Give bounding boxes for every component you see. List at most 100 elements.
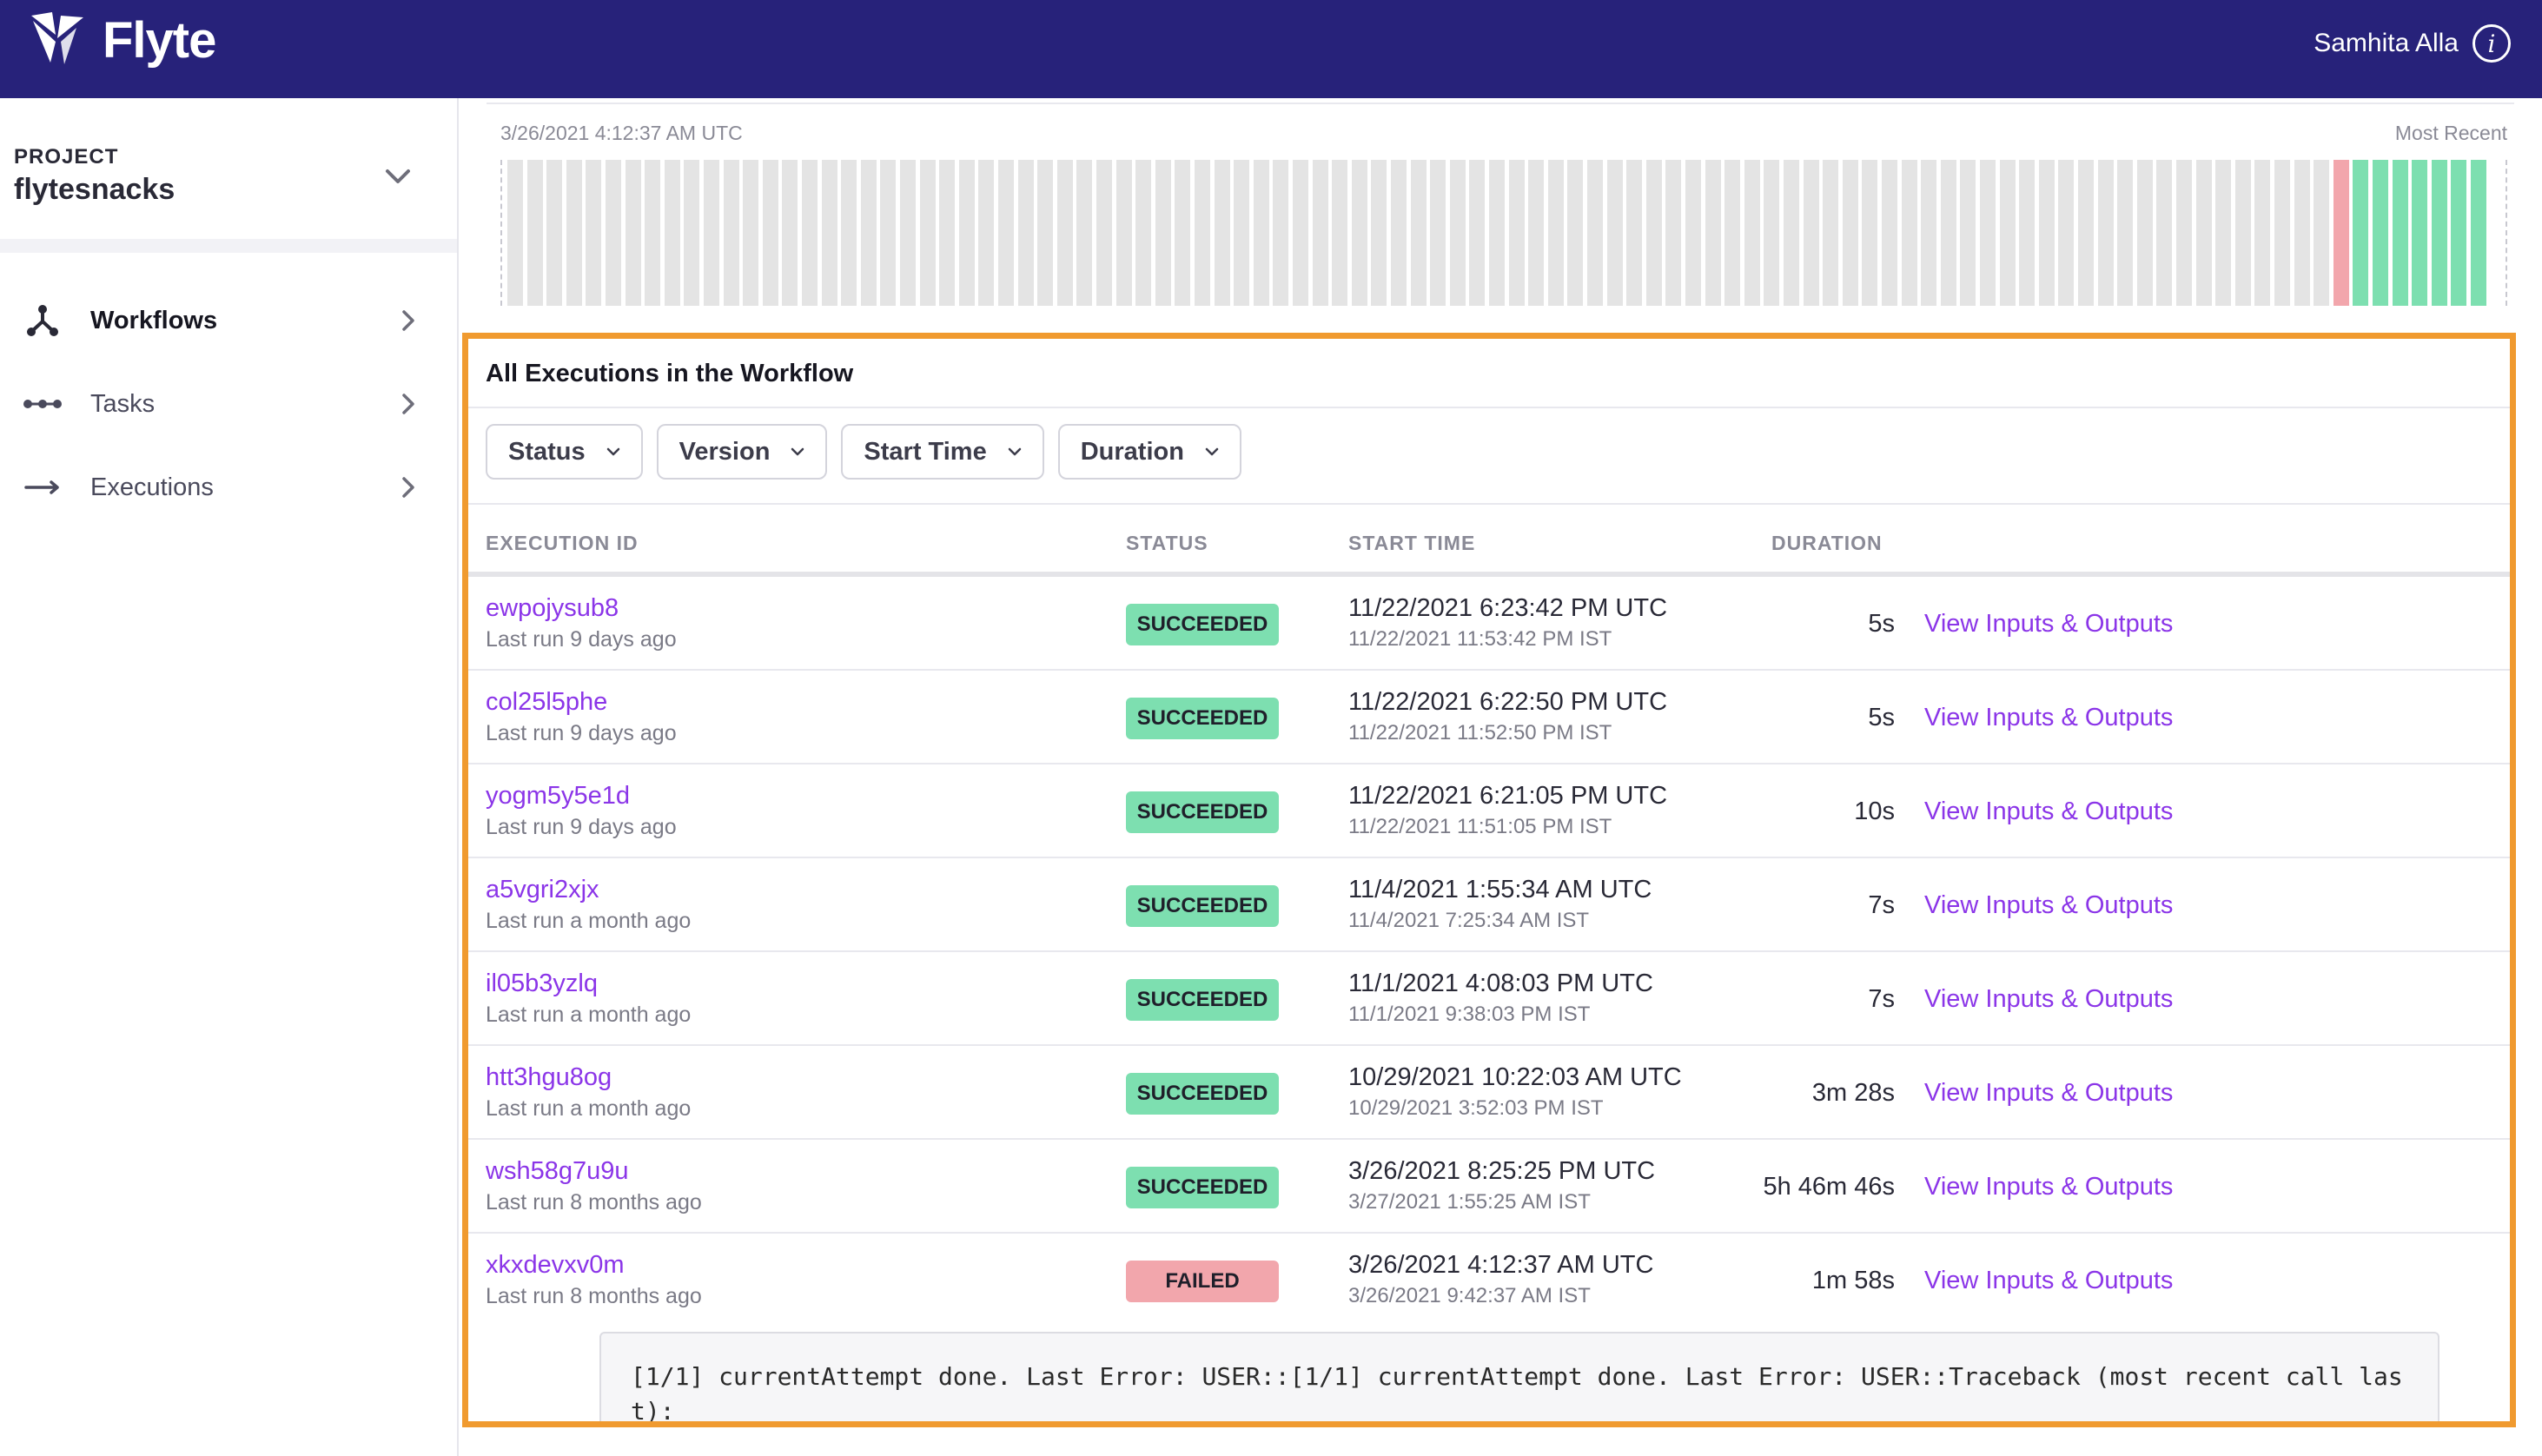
timeline-bar[interactable] (1214, 160, 1230, 306)
timeline-bar[interactable] (1312, 160, 1328, 306)
timeline-bar[interactable] (586, 160, 602, 306)
timeline-bar[interactable] (1862, 160, 1878, 306)
timeline-bar[interactable] (743, 160, 759, 306)
view-inputs-outputs-link[interactable]: View Inputs & Outputs (1924, 610, 2174, 638)
column-header-status[interactable]: STATUS (1126, 532, 1208, 554)
timeline-bar[interactable] (998, 160, 1014, 306)
info-icon[interactable]: i (2472, 24, 2511, 63)
timeline-bar[interactable] (939, 160, 956, 306)
timeline-bar[interactable] (625, 160, 641, 306)
timeline-bar[interactable] (2333, 160, 2349, 306)
timeline-bar[interactable] (900, 160, 916, 306)
timeline-bar[interactable] (2156, 160, 2173, 306)
user-menu[interactable]: Samhita Alla i (2314, 24, 2511, 63)
timeline-bar[interactable] (1724, 160, 1741, 306)
timeline-bar[interactable] (2392, 160, 2408, 306)
timeline-bar[interactable] (2412, 160, 2428, 306)
timeline-bar[interactable] (1371, 160, 1387, 306)
status-filter-button[interactable]: Status (486, 424, 643, 480)
timeline-bar[interactable] (2274, 160, 2290, 306)
view-inputs-outputs-link[interactable]: View Inputs & Outputs (1924, 891, 2174, 919)
timeline-bar[interactable] (1273, 160, 1289, 306)
timeline-bar[interactable] (664, 160, 680, 306)
timeline-bar[interactable] (919, 160, 936, 306)
timeline-bar[interactable] (2314, 160, 2330, 306)
execution-id-link[interactable]: col25l5phe (486, 688, 608, 716)
timeline-bar[interactable] (1999, 160, 2016, 306)
timeline-bar[interactable] (2019, 160, 2036, 306)
timeline-bar[interactable] (526, 160, 543, 306)
column-header-duration[interactable]: DURATION (1771, 532, 1883, 554)
timeline-bar[interactable] (2234, 160, 2251, 306)
timeline-bar[interactable] (2353, 160, 2369, 306)
timeline-bar[interactable] (546, 160, 563, 306)
timeline-bar[interactable] (841, 160, 857, 306)
timeline-bar[interactable] (782, 160, 798, 306)
timeline-bar[interactable] (1567, 160, 1584, 306)
timeline-bar[interactable] (1430, 160, 1446, 306)
timeline-bar[interactable] (507, 160, 523, 306)
execution-id-link[interactable]: il05b3yzlq (486, 970, 598, 997)
execution-id-link[interactable]: htt3hgu8og (486, 1063, 612, 1091)
timeline-bar[interactable] (2373, 160, 2388, 306)
view-inputs-outputs-link[interactable]: View Inputs & Outputs (1924, 1267, 2174, 1294)
timeline-bar[interactable] (762, 160, 778, 306)
timeline-bar[interactable] (1803, 160, 1819, 306)
chevron-down-icon[interactable] (381, 159, 415, 194)
timeline-bar[interactable] (606, 160, 621, 306)
timeline-bar[interactable] (1293, 160, 1308, 306)
sidebar-item-executions[interactable]: Executions (0, 453, 457, 522)
timeline-bar[interactable] (2117, 160, 2134, 306)
timeline-bar[interactable] (2451, 160, 2467, 306)
execution-id-link[interactable]: a5vgri2xjx (486, 876, 599, 903)
timeline-bar[interactable] (2431, 160, 2447, 306)
timeline-bar[interactable] (1076, 160, 1093, 306)
timeline-bar[interactable] (645, 160, 661, 306)
timeline-bar[interactable] (1410, 160, 1427, 306)
view-inputs-outputs-link[interactable]: View Inputs & Outputs (1924, 985, 2174, 1013)
timeline-bar[interactable] (2195, 160, 2212, 306)
timeline-bar[interactable] (704, 160, 719, 306)
timeline-bar[interactable] (723, 160, 739, 306)
timeline-bar[interactable] (958, 160, 975, 306)
timeline-bar[interactable] (802, 160, 818, 306)
timeline-bar[interactable] (2176, 160, 2192, 306)
view-inputs-outputs-link[interactable]: View Inputs & Outputs (1924, 704, 2174, 731)
timeline-bar[interactable] (1940, 160, 1956, 306)
timeline-bar[interactable] (1234, 160, 1250, 306)
timeline-bar[interactable] (2294, 160, 2310, 306)
timeline-bar[interactable] (1056, 160, 1073, 306)
timeline-bar[interactable] (1096, 160, 1112, 306)
timeline-bar[interactable] (2058, 160, 2075, 306)
timeline-bar[interactable] (1823, 160, 1839, 306)
timeline-bar[interactable] (1744, 160, 1760, 306)
column-header-execution-id[interactable]: EXECUTION ID (486, 532, 639, 554)
timeline-bar[interactable] (1135, 160, 1152, 306)
timeline-bar[interactable] (1980, 160, 1996, 306)
duration-filter-button[interactable]: Duration (1057, 424, 1241, 480)
view-inputs-outputs-link[interactable]: View Inputs & Outputs (1924, 1079, 2174, 1107)
timeline-bar[interactable] (1351, 160, 1367, 306)
timeline-bar[interactable] (1842, 160, 1858, 306)
column-header-start-time[interactable]: START TIME (1348, 532, 1476, 554)
timeline-bar[interactable] (860, 160, 877, 306)
timeline-bar[interactable] (2471, 160, 2486, 306)
timeline-bar[interactable] (684, 160, 700, 306)
timeline-bar[interactable] (1606, 160, 1623, 306)
view-inputs-outputs-link[interactable]: View Inputs & Outputs (1924, 1173, 2174, 1201)
timeline-bar[interactable] (2097, 160, 2114, 306)
sidebar-item-workflows[interactable]: Workflows (0, 286, 457, 355)
timeline-bar[interactable] (1685, 160, 1701, 306)
execution-id-link[interactable]: xkxdevxv0m (486, 1251, 625, 1279)
timeline-bar[interactable] (1587, 160, 1603, 306)
timeline-bar[interactable] (1665, 160, 1682, 306)
timeline-bar[interactable] (978, 160, 995, 306)
timeline-bar[interactable] (1469, 160, 1486, 306)
timeline-bar[interactable] (1175, 160, 1191, 306)
timeline-bar[interactable] (566, 160, 582, 306)
timeline-bar[interactable] (2038, 160, 2055, 306)
timeline-bar[interactable] (1764, 160, 1780, 306)
timeline-bar[interactable] (1195, 160, 1210, 306)
execution-id-link[interactable]: wsh58g7u9u (486, 1157, 629, 1185)
execution-id-link[interactable]: yogm5y5e1d (486, 782, 631, 810)
